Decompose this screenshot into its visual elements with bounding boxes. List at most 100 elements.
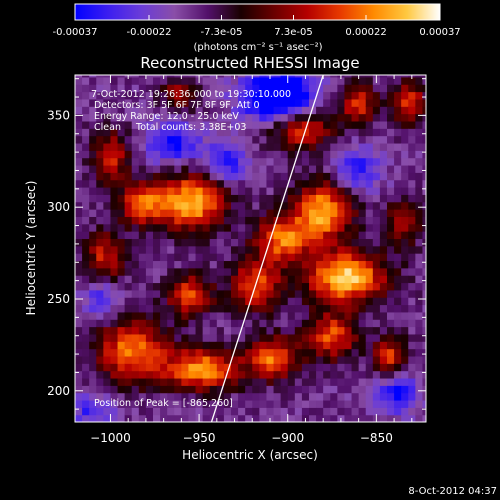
heatmap-cell [337,253,346,262]
heatmap-cell [245,150,253,159]
heatmap-cell [138,209,147,217]
heatmap-cell [358,179,367,188]
heatmap-cell [167,407,175,416]
heatmap-cell [103,164,112,173]
heatmap-cell [422,414,426,422]
heatmap-cell [245,135,253,144]
heatmap-cell [145,326,154,335]
heatmap-cell [422,157,426,166]
heatmap-cell [138,106,147,115]
heatmap-cell [415,120,424,129]
heatmap-cell [117,84,126,93]
heatmap-cell [415,399,424,408]
heatmap-cell [266,142,275,151]
heatmap-cell [167,98,175,107]
heatmap-cell [358,319,367,328]
heatmap-cell [145,267,154,276]
heatmap-cell [287,253,296,262]
heatmap-cell [252,414,260,422]
heatmap-cell [394,150,402,159]
heatmap-cell [351,282,360,291]
heatmap-cell [259,75,268,78]
heatmap-cell [96,120,104,129]
heatmap-cell [287,98,296,107]
heatmap-cell [124,253,133,262]
heatmap-cell [96,326,104,335]
heatmap-cell [372,304,381,313]
heatmap-cell [153,186,161,195]
heatmap-cell [188,348,197,357]
heatmap-cell [96,333,104,342]
heatmap-cell [82,355,90,364]
heatmap-cell [110,355,119,364]
heatmap-cell [231,106,239,115]
heatmap-cell [188,216,197,225]
heatmap-cell [379,414,388,422]
heatmap-cell [153,231,161,239]
heatmap-cell [174,172,182,181]
heatmap-cell [202,355,211,364]
heatmap-cell [124,399,133,408]
heatmap-cell [358,113,367,122]
heatmap-cell [160,333,168,342]
heatmap-cell [167,275,175,284]
heatmap-cell [167,231,175,239]
heatmap-cell [181,142,190,151]
heatmap-cell [394,157,402,166]
heatmap-cell [365,399,374,408]
heatmap-cell [358,377,367,386]
heatmap-cell [245,209,253,217]
heatmap-cell [344,238,353,247]
heatmap-cell [379,120,388,129]
heatmap-cell [365,76,374,85]
heatmap-cell [301,297,310,306]
colorbar-tick-label: 7.3e-05 [274,27,312,38]
heatmap-cell [259,84,268,93]
heatmap-cell [124,106,133,115]
heatmap-cell [89,120,97,129]
heatmap-cell [223,157,232,166]
heatmap-cell [408,253,416,262]
heatmap-cell [195,128,204,137]
heatmap-cell [337,333,346,342]
heatmap-cell [209,194,218,203]
heatmap-cell [401,319,409,328]
heatmap-cell [266,297,275,306]
heatmap-cell [188,319,197,328]
heatmap-cell [75,355,83,364]
heatmap-cell [379,84,388,93]
heatmap-cell [394,209,402,217]
heatmap-cell [153,275,161,284]
heatmap-cell [110,135,119,144]
heatmap-cell [103,377,112,386]
heatmap-cell [103,238,112,247]
heatmap-cell [259,326,268,335]
heatmap-cell [238,392,246,401]
heatmap-cell [351,238,360,247]
heatmap-cell [309,355,317,364]
heatmap-cell [287,319,296,328]
heatmap-cell [124,231,133,239]
heatmap-cell [422,164,426,173]
heatmap-cell [103,304,112,313]
heatmap-cell [372,209,381,217]
heatmap-cell [287,407,296,416]
heatmap-cell [330,370,338,379]
heatmap-cell [82,201,90,210]
heatmap-cell [401,223,409,232]
heatmap-cell [316,326,324,335]
heatmap-cell [259,238,268,247]
heatmap-cell [89,275,97,284]
heatmap-cell [223,363,232,372]
heatmap-cell [181,355,190,364]
heatmap-cell [153,201,161,210]
heatmap-cell [351,414,360,422]
heatmap-cell [323,245,331,254]
heatmap-cell [209,113,218,122]
heatmap-cell [138,186,147,195]
heatmap-cell [323,128,331,137]
heatmap-cell [138,319,147,328]
heatmap-cell [323,179,331,188]
heatmap-cell [202,414,211,422]
heatmap-cell [82,91,90,100]
